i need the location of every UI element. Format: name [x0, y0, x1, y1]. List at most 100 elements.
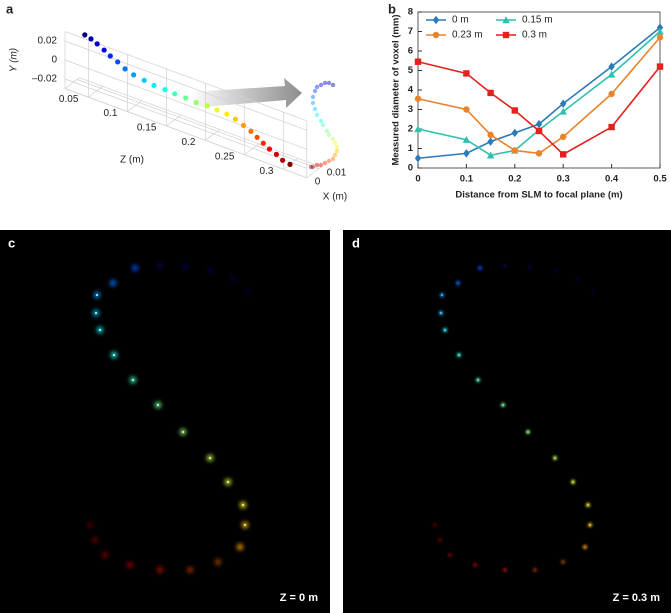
legend-label: 0.15 m: [522, 15, 553, 26]
y-tick-label: 1: [408, 143, 414, 154]
x-tick-label: 0: [415, 174, 420, 185]
image-spot: [101, 551, 109, 559]
image-spot-core: [444, 329, 446, 331]
projection-point: [314, 162, 320, 168]
data-point: [131, 72, 137, 78]
x-tick-label: 0.2: [508, 174, 521, 185]
image-spot: [576, 277, 580, 281]
marker: [656, 27, 664, 35]
image-d: [343, 230, 671, 613]
marker: [511, 147, 518, 154]
data-point: [260, 140, 266, 146]
image-spot: [236, 543, 244, 551]
image-spot: [182, 264, 188, 270]
projection-point: [314, 112, 320, 118]
line: [417, 30, 661, 157]
image-spot: [553, 269, 557, 273]
image-spot-core: [441, 294, 443, 296]
projection-point: [310, 94, 316, 100]
legend-label: 0 m: [452, 15, 469, 26]
z-tick-label: 0.25: [215, 151, 235, 162]
projection-point: [330, 136, 336, 142]
y-axis-label: Y (m): [9, 48, 20, 72]
y-tick-label: 0: [408, 163, 413, 174]
projection-point: [334, 148, 340, 154]
panel-label: c: [8, 235, 15, 250]
legend-label: 0.23 m: [452, 30, 483, 41]
z-tick-label: 0.15: [137, 123, 157, 134]
y-tick-label: 7: [408, 26, 413, 37]
image-spot-core: [156, 403, 160, 407]
data-point: [151, 82, 157, 89]
data-point: [224, 111, 230, 117]
projection-point: [318, 162, 324, 168]
marker: [463, 70, 470, 77]
data-point: [162, 87, 168, 93]
x-axis-label: X (m): [323, 192, 347, 203]
legend-marker: [432, 31, 440, 39]
z-tick-label: 0.2: [181, 137, 195, 148]
y-tick-label: 2: [408, 124, 413, 135]
data-point: [122, 66, 128, 72]
projection-point: [318, 82, 324, 88]
image-spot: [186, 566, 194, 574]
image-spot: [532, 567, 538, 573]
projection-point: [324, 128, 330, 134]
image-spot: [472, 562, 478, 568]
projection-point: [326, 80, 332, 86]
data-point: [94, 41, 100, 47]
projection-point: [320, 122, 326, 128]
z-tick-label: 0.1: [103, 108, 117, 119]
y-tick-label: 3: [408, 104, 413, 115]
data-point: [115, 59, 121, 65]
grid-line: [64, 78, 307, 169]
grid-line: [64, 59, 307, 150]
image-spot-core: [243, 523, 247, 527]
marker: [608, 90, 615, 98]
image-spot-core: [502, 404, 504, 406]
legend-marker: [502, 31, 510, 39]
axis-box: [306, 166, 322, 179]
data-point: [183, 95, 189, 101]
data-point: [204, 103, 210, 109]
marker: [608, 123, 615, 131]
image-spot: [91, 536, 99, 544]
marker: [462, 136, 471, 143]
image-spot-core: [572, 481, 574, 483]
marker: [560, 99, 567, 108]
marker: [656, 34, 664, 41]
marker: [463, 106, 470, 113]
legend-label: 0.3 m: [522, 30, 547, 41]
grid-line: [64, 88, 307, 179]
panel-label: b: [388, 1, 396, 16]
image-spot-core: [587, 504, 589, 506]
projection-point: [318, 118, 324, 124]
marker: [560, 151, 567, 158]
image-spot: [447, 552, 453, 558]
data-point: [193, 99, 199, 106]
image-spot: [455, 280, 461, 286]
y-tick-label: 4: [408, 85, 414, 96]
image-spot-core: [95, 293, 99, 297]
x-tick-label: 0.3: [557, 174, 570, 185]
image-spot-core: [112, 353, 116, 357]
z-tick-label: 0.05: [59, 94, 79, 105]
projection-point: [310, 164, 316, 170]
image-spot: [156, 566, 164, 574]
projection-arrow: [190, 78, 302, 108]
data-point: [254, 134, 260, 140]
panel-label: d: [352, 235, 360, 250]
projection-point: [322, 80, 328, 86]
marker: [486, 151, 495, 159]
image-spot: [528, 265, 532, 269]
marker: [487, 89, 494, 97]
data-point: [240, 122, 247, 129]
image-spot-core: [131, 378, 135, 382]
image-spot: [503, 264, 507, 268]
data-point: [214, 107, 220, 113]
marker: [487, 137, 494, 146]
image-spot-core: [94, 311, 98, 315]
line: [417, 60, 661, 156]
marker: [487, 131, 494, 139]
data-point: [266, 146, 273, 152]
